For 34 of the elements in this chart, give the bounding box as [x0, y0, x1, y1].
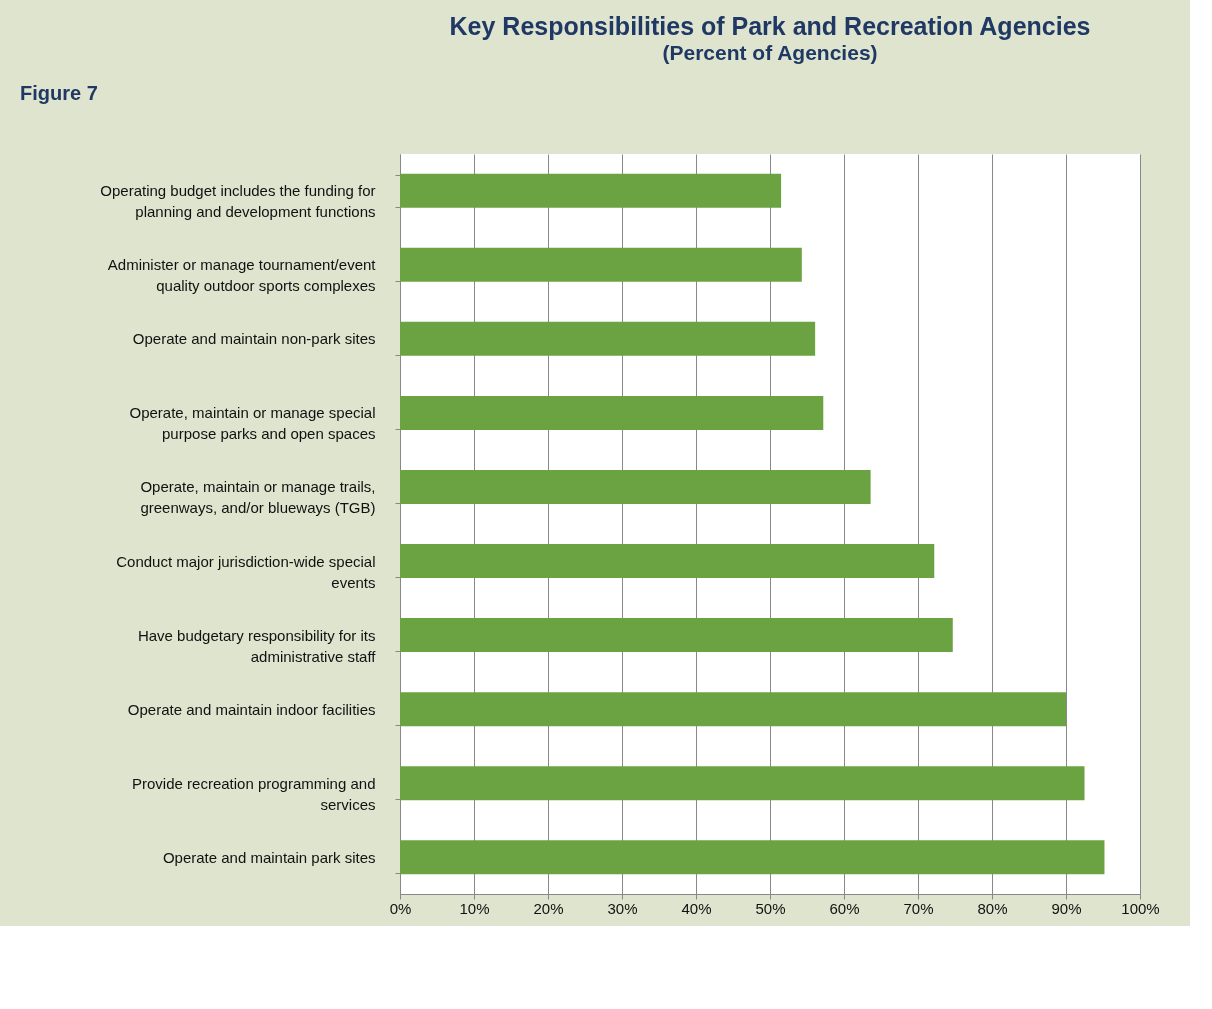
x-tick-label: 0%: [389, 899, 412, 917]
y-tick-label: Conduct major jurisdiction-wide special events: [116, 552, 376, 591]
bar: [400, 692, 1066, 727]
x-tick-label: 10%: [459, 899, 490, 917]
x-tick-label: 70%: [903, 899, 934, 917]
bar: [400, 321, 816, 356]
y-tick-label: Provide recreation programming and services: [132, 774, 376, 813]
bar: [400, 766, 1085, 801]
x-tick-label: 20%: [533, 899, 564, 917]
x-tick-label: 90%: [1051, 899, 1082, 917]
y-tick-label: Operate, maintain or manage special purpose parks and open spaces: [129, 404, 376, 443]
x-tick-label: 30%: [607, 899, 638, 917]
y-tick-label: Have budgetary responsibility for its administrative staff: [137, 626, 377, 665]
bar: [400, 395, 824, 430]
bar: [400, 247, 802, 282]
bar: [400, 173, 782, 208]
caption: Figure 7: [20, 82, 98, 104]
x-tick-label: 80%: [977, 899, 1008, 917]
bar: [400, 618, 953, 653]
bar: [400, 544, 935, 579]
chart-title: Key Responsibilities of Park and Recreation Agencies: [449, 12, 1091, 40]
x-tick-label: 60%: [829, 899, 860, 917]
y-tick-label: Operate and maintain indoor facilities: [127, 700, 376, 718]
y-tick-label: Operating budget includes the funding for planning and development functions: [100, 182, 376, 221]
y-tick-label: Operate, maintain or manage trails, greenways, and/or blueways (TGB): [140, 478, 376, 517]
x-tick-label: 50%: [755, 899, 786, 917]
x-tick-label: 100%: [1121, 899, 1160, 917]
y-tick-label: Administer or manage tournament/event quality outdoor sports complexes: [107, 256, 377, 295]
y-tick-label: Operate and maintain park sites: [162, 848, 376, 866]
bar: [400, 469, 871, 504]
x-tick-label: 40%: [681, 899, 712, 917]
y-tick-label: Operate and maintain non-park sites: [132, 330, 376, 348]
bar: [400, 840, 1105, 875]
chart-subtitle: (Percent of Agencies): [662, 41, 878, 64]
